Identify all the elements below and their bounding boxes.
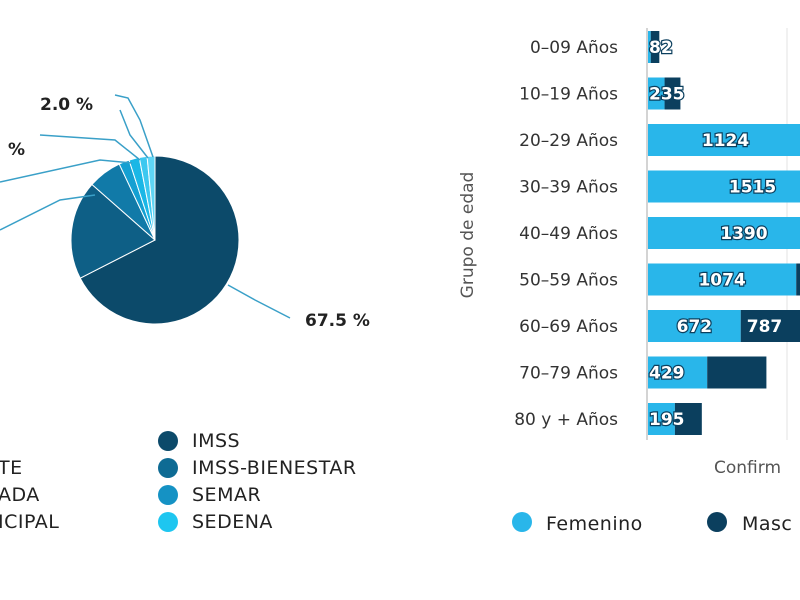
bar-category-label: 10–19 Años xyxy=(519,85,618,105)
leader-line-imss xyxy=(227,284,291,319)
pie-label-imss: 67.5 % xyxy=(305,311,370,331)
legend-marker-masculino xyxy=(707,512,727,532)
legend-label-partial-2: ICIPAL xyxy=(0,511,59,533)
bar-masculino xyxy=(674,403,702,435)
bar-data-label: 235 xyxy=(649,85,685,105)
bar-femenino xyxy=(648,263,797,296)
bar-femenino xyxy=(648,217,800,249)
bar-femenino xyxy=(648,31,651,63)
bar-femenino xyxy=(648,356,708,389)
bar-data-label: 82 xyxy=(649,38,673,58)
bar-category-label: 40–49 Años xyxy=(519,224,618,244)
legend-label-partial-0: TE xyxy=(0,457,23,479)
leader-line-1 xyxy=(114,94,154,158)
bar-category-label: 70–79 Años xyxy=(519,364,618,384)
bar-data-label-femenino: 1124 xyxy=(702,131,749,151)
bar-data-label: 429 xyxy=(649,364,685,384)
leader-line-4 xyxy=(0,159,133,183)
bar-femenino xyxy=(648,310,741,342)
legend-label-imss-bienestar: IMSS-BIENESTAR xyxy=(192,457,357,479)
bar-category-label: 20–29 Años xyxy=(519,131,618,151)
legend-label-sedena: SEDENA xyxy=(192,511,273,533)
legend-label-partial-1: ADA xyxy=(0,484,40,506)
leader-line-5 xyxy=(0,194,96,231)
legend-marker-imss xyxy=(158,431,178,451)
bar-masculino xyxy=(707,356,767,389)
bar-masculino xyxy=(796,263,800,296)
bar-femenino xyxy=(648,124,800,156)
bar-category-label: 0–09 Años xyxy=(530,38,618,58)
bar-femenino xyxy=(648,170,800,203)
legend-marker-femenino xyxy=(512,512,532,532)
bar-femenino xyxy=(648,77,665,110)
legend-marker-imss-bienestar xyxy=(158,458,178,478)
bar-data-label-masculino: 787 xyxy=(747,317,783,337)
pie-label-2pct: 2.0 % xyxy=(40,95,93,115)
bar-category-label: 60–69 Años xyxy=(519,317,618,337)
bar-masculino xyxy=(650,31,660,63)
bar-data-label-femenino: 1074 xyxy=(698,271,745,291)
bar-masculino xyxy=(664,77,681,110)
bar-data-label-femenino: 672 xyxy=(677,317,713,337)
pie-slice-1 xyxy=(70,183,156,279)
leader-line-3 xyxy=(39,134,141,161)
pie-label-partial: % xyxy=(8,140,25,160)
bar-y-axis-title: Grupo de edad xyxy=(458,172,478,299)
bar-category-label: 30–39 Años xyxy=(519,178,618,198)
legend-marker-sedena xyxy=(158,512,178,532)
bar-data-label-femenino: 1390 xyxy=(720,224,767,244)
pie-slice-0 xyxy=(79,155,240,325)
bar-x-axis-title: Confirm xyxy=(714,458,781,478)
legend-label-imss: IMSS xyxy=(192,430,240,452)
bar-category-label: 80 y + Años xyxy=(514,410,618,430)
leader-line-2 xyxy=(119,109,149,159)
legend-label-masculino: Masc xyxy=(742,513,792,535)
bar-category-label: 50–59 Años xyxy=(519,271,618,291)
legend-label-semar: SEMAR xyxy=(192,484,261,506)
legend-label-femenino: Femenino xyxy=(546,513,643,535)
bar-data-label-femenino: 1515 xyxy=(729,178,776,198)
bar-data-label: 195 xyxy=(649,410,685,430)
bar-masculino xyxy=(740,310,800,342)
bar-femenino xyxy=(648,403,675,435)
legend-marker-semar xyxy=(158,485,178,505)
